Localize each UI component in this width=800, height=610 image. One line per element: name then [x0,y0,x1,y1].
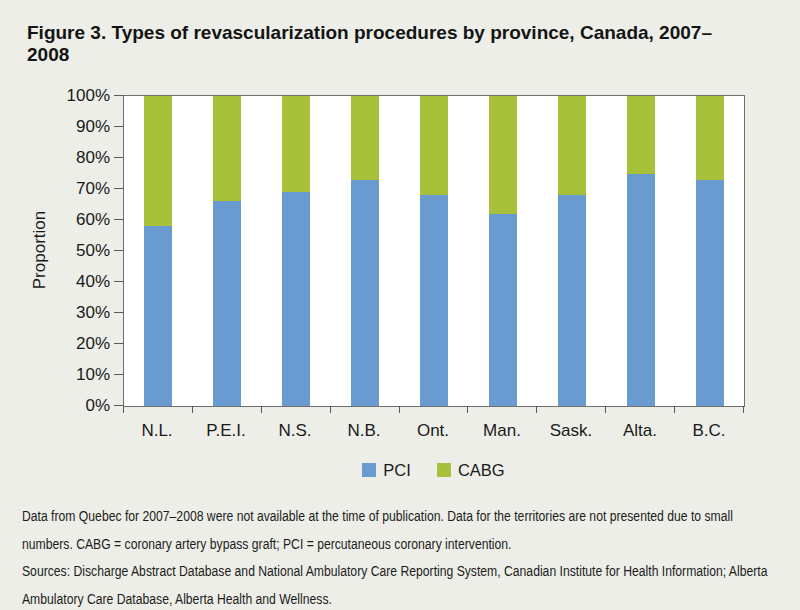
stacked-bar-pei [213,96,241,406]
y-tick-mark [114,188,123,189]
bar-segment-pci [144,226,172,406]
y-tick-label: 20% [54,334,110,353]
y-tick-label: 30% [54,303,110,322]
y-tick-label: 50% [54,241,110,260]
y-tick-mark [114,95,123,96]
stacked-bar-alta [627,96,655,406]
bar-slot-nl [124,96,193,406]
y-tick-mark [114,312,123,313]
x-tick-mark [123,406,124,413]
y-tick-mark [114,281,123,282]
y-tick-mark [114,405,123,406]
y-tick-mark [114,157,123,158]
y-tick-mark [114,126,123,127]
stacked-bar-ont [420,96,448,406]
footnote-line: numbers. CABG = coronary artery bypass g… [22,531,788,559]
x-tick-label-sask: Sask. [537,421,605,441]
y-tick-mark [114,374,123,375]
x-tick-mark [605,406,606,413]
y-tick-label: 80% [54,148,110,167]
bar-slot-alta [606,96,675,406]
bar-segment-cabg [144,96,172,226]
bar-segment-pci [282,192,310,406]
stacked-bar-nl [144,96,172,406]
y-tick-mark [114,219,123,220]
figure-panel: Figure 3. Types of revascularization pro… [0,0,800,610]
x-tick-mark [399,406,400,413]
bar-slot-sask [537,96,606,406]
bar-segment-pci [420,195,448,406]
x-tick-label-ns: N.S. [261,421,329,441]
footnote-line: Sources: Discharge Abstract Database and… [22,558,788,586]
bar-segment-cabg [558,96,586,195]
y-tick-mark [114,250,123,251]
y-axis-title: Proportion [28,95,52,405]
bar-slot-pei [193,96,262,406]
bar-slot-man [468,96,537,406]
bar-segment-cabg [351,96,379,180]
bar-segment-cabg [696,96,724,180]
x-tick-label-bc: B.C. [675,421,743,441]
bar-slot-ont [400,96,469,406]
y-tick-label: 0% [54,396,110,415]
bar-segment-pci [558,195,586,406]
bar-slot-nb [331,96,400,406]
stacked-bar-ns [282,96,310,406]
legend-label: CABG [458,461,505,480]
y-tick-label: 40% [54,272,110,291]
legend-item-pci: PCI [362,461,411,480]
x-tick-label-man: Man. [468,421,536,441]
bar-segment-cabg [282,96,310,192]
bar-segment-pci [627,174,655,407]
x-tick-mark [674,406,675,413]
x-tick-label-alta: Alta. [606,421,674,441]
legend: PCI CABG [123,460,744,480]
footnotes: Data from Quebec for 2007–2008 were not … [22,503,788,610]
y-tick-label: 90% [54,117,110,136]
bar-segment-cabg [420,96,448,195]
legend-swatch-pci [362,463,376,477]
bar-segment-pci [489,214,517,406]
x-tick-mark [261,406,262,413]
stacked-bar-man [489,96,517,406]
bar-segment-cabg [627,96,655,174]
x-tick-mark [536,406,537,413]
x-tick-mark [192,406,193,413]
stacked-bar-nb [351,96,379,406]
x-tick-label-nl: N.L. [123,421,191,441]
legend-label: PCI [383,461,411,480]
x-tick-mark [330,406,331,413]
y-tick-label: 60% [54,210,110,229]
y-tick-mark [114,343,123,344]
y-tick-label: 10% [54,365,110,384]
legend-item-cabg: CABG [437,461,505,480]
bar-segment-cabg [489,96,517,214]
x-tick-mark [467,406,468,413]
stacked-bar-sask [558,96,586,406]
bar-segment-pci [213,201,241,406]
x-tick-label-ont: Ont. [399,421,467,441]
bar-segment-cabg [213,96,241,201]
figure-title: Figure 3. Types of revascularization pro… [27,22,747,66]
y-tick-label: 100% [54,86,110,105]
plot-area [123,95,745,407]
bar-segment-pci [351,180,379,406]
footnote-line: Data from Quebec for 2007–2008 were not … [22,503,788,531]
bar-slot-ns [262,96,331,406]
footnote-line: Ambulatory Care Database, Alberta Health… [22,586,788,610]
bar-segment-pci [696,180,724,406]
legend-swatch-cabg [437,463,451,477]
bar-slot-bc [675,96,744,406]
stacked-bar-bc [696,96,724,406]
x-tick-mark [743,406,744,413]
y-tick-label: 70% [54,179,110,198]
x-tick-label-nb: N.B. [330,421,398,441]
x-tick-label-pei: P.E.I. [192,421,260,441]
y-axis-title-text: Proportion [30,211,50,289]
